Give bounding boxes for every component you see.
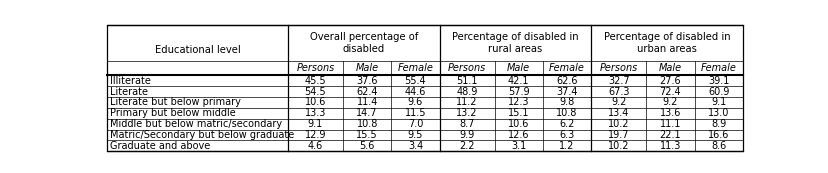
Text: 9.1: 9.1 (307, 119, 323, 129)
Text: 13.6: 13.6 (659, 108, 681, 118)
Text: Graduate and above: Graduate and above (110, 141, 210, 151)
Text: 5.6: 5.6 (359, 141, 374, 151)
Text: 62.6: 62.6 (556, 76, 577, 86)
Text: Female: Female (397, 63, 433, 73)
Text: 6.3: 6.3 (559, 130, 574, 140)
Text: Primary but below middle: Primary but below middle (110, 108, 235, 118)
Text: Persons: Persons (296, 63, 335, 73)
Text: 3.4: 3.4 (407, 141, 422, 151)
Text: 51.1: 51.1 (456, 76, 477, 86)
Text: 11.4: 11.4 (356, 98, 378, 107)
Text: Illiterate: Illiterate (110, 76, 151, 86)
Text: 6.2: 6.2 (559, 119, 574, 129)
Text: 39.1: 39.1 (707, 76, 729, 86)
Text: 60.9: 60.9 (707, 87, 729, 97)
Text: Male: Male (658, 63, 681, 73)
Text: 9.6: 9.6 (407, 98, 422, 107)
Text: 13.4: 13.4 (608, 108, 628, 118)
Text: 9.5: 9.5 (407, 130, 422, 140)
Text: Literate: Literate (110, 87, 148, 97)
Text: Female: Female (548, 63, 585, 73)
Text: 11.5: 11.5 (404, 108, 426, 118)
Text: 8.6: 8.6 (710, 141, 725, 151)
Text: Persons: Persons (599, 63, 637, 73)
Text: 42.1: 42.1 (508, 76, 529, 86)
Text: 12.9: 12.9 (305, 130, 326, 140)
Text: 13.0: 13.0 (707, 108, 729, 118)
Text: 62.4: 62.4 (356, 87, 378, 97)
Text: 14.7: 14.7 (356, 108, 378, 118)
Text: Matric/Secondary but below graduate: Matric/Secondary but below graduate (110, 130, 294, 140)
Text: 10.2: 10.2 (607, 141, 628, 151)
Text: 45.5: 45.5 (305, 76, 326, 86)
Text: 9.2: 9.2 (662, 98, 677, 107)
Text: 9.9: 9.9 (459, 130, 474, 140)
Text: 19.7: 19.7 (607, 130, 628, 140)
Text: 3.1: 3.1 (511, 141, 526, 151)
Text: 54.5: 54.5 (305, 87, 326, 97)
Text: 13.3: 13.3 (305, 108, 325, 118)
Text: Overall percentage of
disabled: Overall percentage of disabled (309, 32, 417, 54)
Text: 2.2: 2.2 (459, 141, 474, 151)
Text: 1.2: 1.2 (559, 141, 574, 151)
Text: Literate but below primary: Literate but below primary (110, 98, 241, 107)
Text: 22.1: 22.1 (659, 130, 681, 140)
Text: Female: Female (700, 63, 736, 73)
Text: 16.6: 16.6 (707, 130, 729, 140)
Text: Male: Male (355, 63, 378, 73)
Text: Persons: Persons (447, 63, 486, 73)
Text: 13.2: 13.2 (456, 108, 477, 118)
Text: 10.2: 10.2 (607, 119, 628, 129)
Text: Male: Male (507, 63, 530, 73)
Text: 15.5: 15.5 (356, 130, 378, 140)
Text: 48.9: 48.9 (456, 87, 477, 97)
Text: 37.6: 37.6 (356, 76, 378, 86)
Text: 9.8: 9.8 (559, 98, 574, 107)
Text: 37.4: 37.4 (556, 87, 577, 97)
Text: 8.9: 8.9 (710, 119, 725, 129)
Text: Percentage of disabled in
urban areas: Percentage of disabled in urban areas (603, 32, 729, 54)
Text: 10.8: 10.8 (356, 119, 378, 129)
Text: 8.7: 8.7 (459, 119, 474, 129)
Text: 10.8: 10.8 (556, 108, 577, 118)
Text: 11.2: 11.2 (456, 98, 477, 107)
Text: 55.4: 55.4 (404, 76, 426, 86)
Text: 10.6: 10.6 (508, 119, 529, 129)
Text: Percentage of disabled in
rural areas: Percentage of disabled in rural areas (451, 32, 578, 54)
Text: 9.2: 9.2 (610, 98, 626, 107)
Text: 32.7: 32.7 (607, 76, 628, 86)
Text: 15.1: 15.1 (508, 108, 529, 118)
Text: 9.1: 9.1 (710, 98, 725, 107)
Text: 7.0: 7.0 (407, 119, 422, 129)
Text: 27.6: 27.6 (659, 76, 681, 86)
Text: 72.4: 72.4 (659, 87, 681, 97)
Text: 11.1: 11.1 (659, 119, 681, 129)
Text: 12.6: 12.6 (508, 130, 529, 140)
Text: 12.3: 12.3 (508, 98, 529, 107)
Text: 11.3: 11.3 (659, 141, 681, 151)
Text: 67.3: 67.3 (607, 87, 628, 97)
Text: 44.6: 44.6 (404, 87, 426, 97)
Text: Educational level: Educational level (154, 45, 240, 55)
Text: 10.6: 10.6 (305, 98, 325, 107)
Text: 57.9: 57.9 (508, 87, 529, 97)
Text: Middle but below matric/secondary: Middle but below matric/secondary (110, 119, 282, 129)
Text: 4.6: 4.6 (307, 141, 323, 151)
